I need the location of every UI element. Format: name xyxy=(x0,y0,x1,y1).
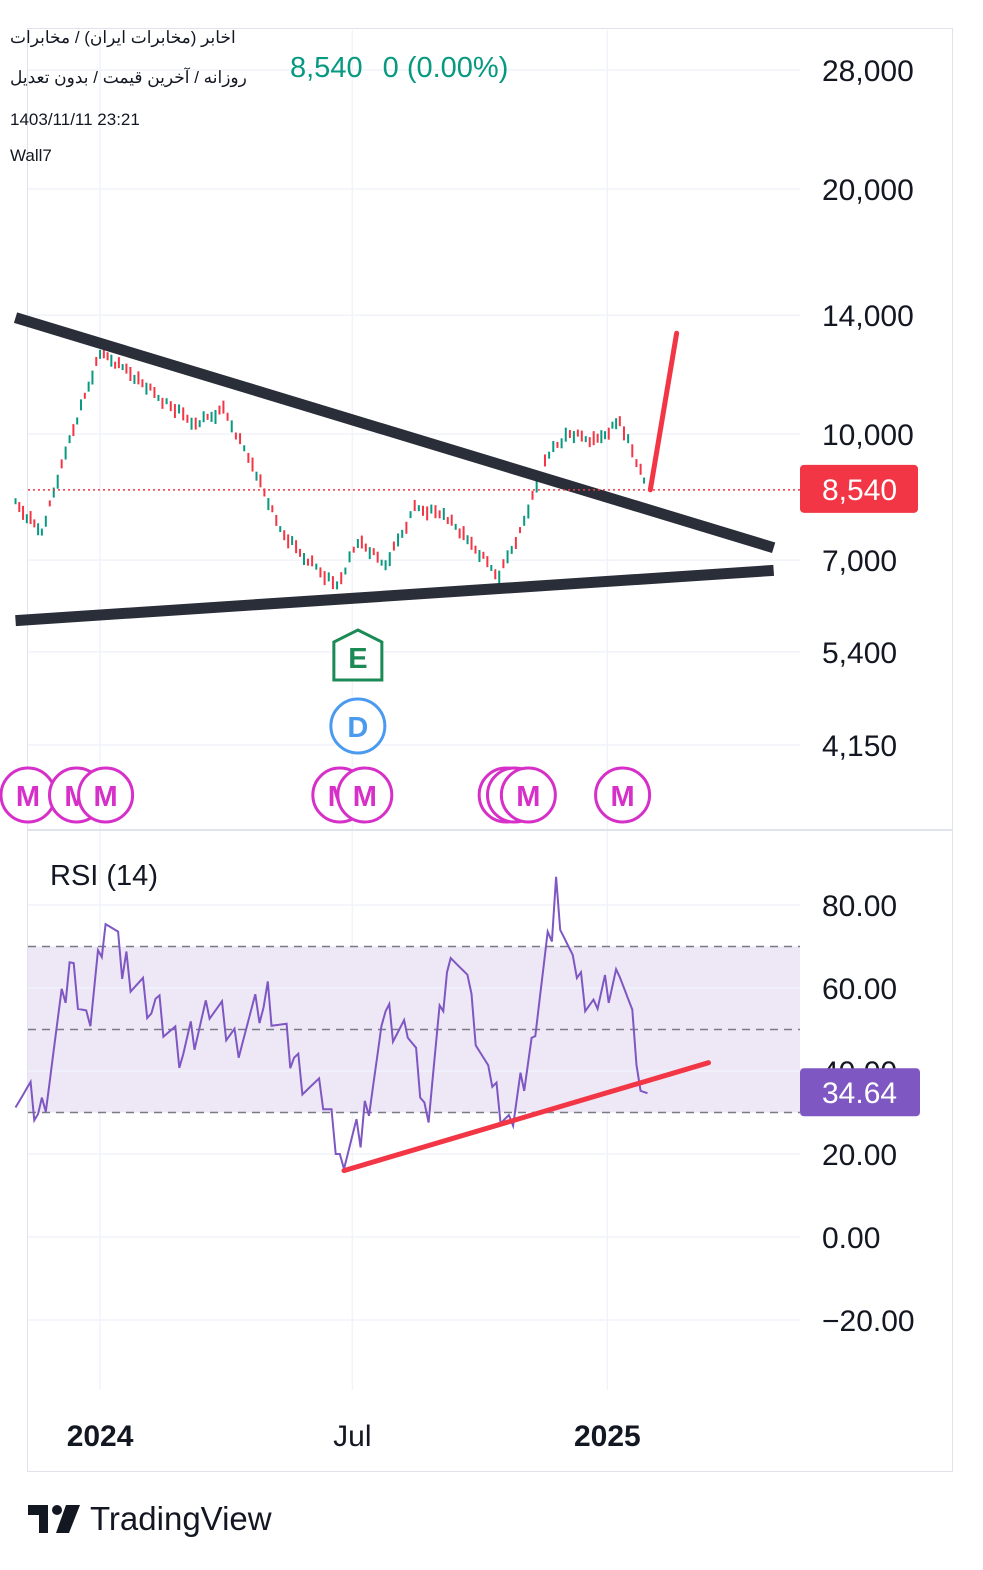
x-axis-label: Jul xyxy=(333,1420,371,1453)
event-marker-m-label: M xyxy=(516,781,540,813)
chart-frame[interactable] xyxy=(27,28,953,1472)
rsi-line xyxy=(14,876,648,1173)
rsi-title: RSI (14) xyxy=(50,860,158,892)
price-tick-label: 20,000 xyxy=(822,174,914,207)
event-marker-e-label: E xyxy=(348,643,367,675)
chart-datetime: 1403/11/11 23:21 xyxy=(10,110,140,129)
last-price-label-bg xyxy=(800,464,918,513)
event-marker-e xyxy=(332,628,384,682)
chart-subtitle: روزانه / آخرین قیمت / بدون تعدیل xyxy=(10,68,247,87)
event-marker-m-label: M xyxy=(94,781,118,813)
tradingview-logo-icon xyxy=(28,1505,80,1533)
chart-author: Wall7 xyxy=(10,146,52,165)
event-marker-d xyxy=(329,697,387,755)
event-marker-m xyxy=(336,766,394,824)
price-change: 0 (0.00%) xyxy=(382,52,509,84)
rsi-tick-label: −20.00 xyxy=(822,1305,915,1338)
projection-arrow xyxy=(647,330,680,493)
price-tick-label: 7,000 xyxy=(822,545,897,578)
event-marker-m xyxy=(499,766,557,824)
price-tick-label: 4,150 xyxy=(822,730,897,763)
symbol-path: اخابر (مخابرات ایران) / مخابرات xyxy=(10,28,236,47)
last-price-label: 8,540 xyxy=(822,474,897,507)
rsi-last-label: 34.64 xyxy=(822,1077,897,1110)
event-marker-m xyxy=(594,766,652,824)
rsi-tick-label: 0.00 xyxy=(822,1222,880,1255)
rsi-support-line xyxy=(341,1060,712,1174)
rsi-tick-label: 80.00 xyxy=(822,890,897,923)
last-price: 8,540 xyxy=(290,52,363,84)
rsi-tick-label: 20.00 xyxy=(822,1139,897,1172)
rsi-tick-label: 60.00 xyxy=(822,973,897,1006)
tradingview-logo-text: TradingView xyxy=(90,1500,272,1537)
rsi-last-label-bg xyxy=(800,1068,920,1117)
price-tick-label: 10,000 xyxy=(822,419,914,452)
price-row: 8,540 0 (0.00%) xyxy=(290,52,520,85)
x-axis-label: 2025 xyxy=(574,1420,641,1453)
price-tick-label: 5,400 xyxy=(822,637,897,670)
x-axis-label: 2024 xyxy=(67,1420,134,1453)
event-marker-m-label: M xyxy=(353,781,377,813)
event-marker-m-label: M xyxy=(611,781,635,813)
tradingview-logo[interactable]: TradingView xyxy=(28,1500,272,1538)
price-tick-label: 28,000 xyxy=(822,55,914,88)
event-marker-d-label: D xyxy=(347,712,368,744)
price-tick-label: 14,000 xyxy=(822,300,914,333)
trendline-descending xyxy=(13,312,776,554)
event-marker-m xyxy=(77,766,135,824)
trendline-ascending xyxy=(15,564,775,627)
event-marker-m-label: M xyxy=(16,781,40,813)
